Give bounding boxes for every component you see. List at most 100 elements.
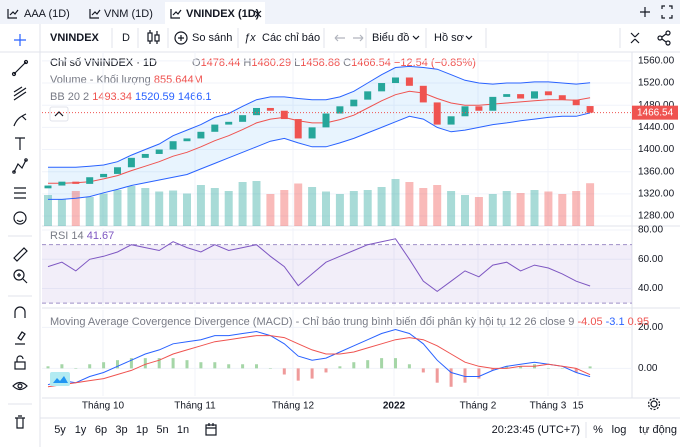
macd-histogram <box>574 368 578 373</box>
candle <box>461 106 469 117</box>
y-tick-label: 1360.00 <box>638 166 675 177</box>
bb-name: BB 20 2 <box>50 91 89 103</box>
active-tab[interactable] <box>165 2 265 24</box>
volume-bar <box>502 191 511 226</box>
indicators-button[interactable]: Các chỉ báo <box>262 32 320 44</box>
compare-button[interactable]: So sánh <box>192 32 232 44</box>
ohlc-legend: O1478.44 H1480.29 L1458.88 C1466.54 −12.… <box>192 57 476 69</box>
candle <box>225 121 233 125</box>
macd-histogram <box>296 368 300 381</box>
toolbar-icons <box>147 30 671 46</box>
candle <box>544 91 552 96</box>
macd-histogram <box>255 364 258 369</box>
auto-toggle[interactable]: tự động <box>639 424 677 436</box>
macd-histogram <box>505 366 509 369</box>
x-tick-label: Tháng 2 <box>460 401 497 412</box>
volume-bar <box>377 187 386 226</box>
candle <box>183 138 191 142</box>
candle <box>572 99 580 106</box>
bb-line <box>48 90 591 184</box>
macd-histogram <box>560 368 564 369</box>
candle <box>517 94 525 99</box>
ohlc-label: C <box>343 57 351 69</box>
range-button[interactable]: 5y <box>54 424 66 436</box>
volume-bar <box>335 194 344 226</box>
tab-active[interactable]: VNINDEX (1D) <box>186 8 260 20</box>
y-tick-label: 1400.00 <box>638 144 675 155</box>
candle <box>141 153 149 158</box>
chart-type-button[interactable]: Biểu đồ <box>372 32 409 44</box>
candle <box>253 107 260 116</box>
volume-bar <box>349 191 358 226</box>
interval[interactable]: D <box>122 32 130 44</box>
macd-histogram <box>129 358 133 369</box>
collapse-icon <box>54 111 64 117</box>
volume-bar <box>71 191 80 226</box>
range-button[interactable]: 1p <box>136 424 148 436</box>
bb-value: 1520.59 <box>135 91 175 103</box>
log-toggle[interactable]: log <box>612 424 627 436</box>
candle <box>266 107 274 111</box>
collapse-button[interactable] <box>49 106 69 122</box>
profile-button[interactable]: Hồ sơ <box>434 32 464 44</box>
hist-value: 0.95 <box>628 316 649 328</box>
candle <box>100 173 108 178</box>
volume-name: Volume - Khối lượng <box>50 74 151 86</box>
percent-toggle[interactable]: % <box>593 424 603 436</box>
macd-histogram <box>338 366 342 369</box>
settings-icon[interactable] <box>647 397 661 411</box>
volume-bar <box>85 197 94 226</box>
candle <box>350 99 358 107</box>
tab-bar <box>0 0 680 24</box>
range-button[interactable]: 5n <box>156 424 168 436</box>
range-button[interactable]: 1y <box>75 424 87 436</box>
y-tick-label: 80.00 <box>638 225 663 236</box>
bb-line <box>48 112 591 200</box>
drawing-tools[interactable] <box>11 34 29 429</box>
macd-histogram <box>352 362 356 369</box>
rsi-value: 41.67 <box>87 230 115 242</box>
bb-fill <box>48 66 591 200</box>
range-button[interactable]: 3p <box>115 424 127 436</box>
macd-histogram <box>519 366 523 369</box>
symbol[interactable]: VNINDEX <box>50 32 100 44</box>
macd-histogram <box>171 358 175 369</box>
candle <box>447 116 455 125</box>
ohlc-value: 1480.29 <box>251 57 291 69</box>
y-tick-label: 60.00 <box>638 254 663 265</box>
y-tick-label: 1560.00 <box>638 56 675 67</box>
macd-histogram <box>546 368 550 369</box>
macd-histogram <box>407 364 411 369</box>
volume-bar <box>266 194 275 226</box>
candle <box>419 85 427 103</box>
chart-title: Chỉ số VNINDEX · 1D <box>50 57 157 69</box>
volume-bar <box>210 188 219 226</box>
charts: 1560.001520.001480.001440.001400.001360.… <box>42 52 680 412</box>
range-button[interactable]: 6p <box>95 424 107 436</box>
volume-bar <box>419 188 428 226</box>
macd-histogram <box>102 362 106 369</box>
macd-histogram <box>199 362 203 369</box>
calendar-icon[interactable] <box>205 423 217 436</box>
candle <box>531 91 538 99</box>
volume-bar <box>586 183 595 226</box>
tab[interactable]: AAA (1D) <box>24 8 70 20</box>
x-tick-label: Tháng 12 <box>272 401 315 412</box>
fx-icon: ƒx <box>244 32 256 44</box>
volume-bar <box>405 182 414 226</box>
candle <box>558 95 566 100</box>
range-button[interactable]: 1n <box>177 424 189 436</box>
tool-separators <box>8 235 32 405</box>
candle <box>280 110 288 120</box>
macd-histogram <box>143 358 147 369</box>
ohlc-label: L <box>294 57 300 69</box>
volume-bar <box>516 193 525 226</box>
candle <box>433 102 441 125</box>
candle <box>211 124 219 132</box>
macd-histogram <box>227 364 231 369</box>
last-price-tag <box>632 105 678 120</box>
x-tick-label: 15 <box>572 401 584 412</box>
candle <box>475 106 483 111</box>
ohlc-label: O <box>192 57 201 69</box>
tab[interactable]: VNM (1D) <box>104 8 153 20</box>
